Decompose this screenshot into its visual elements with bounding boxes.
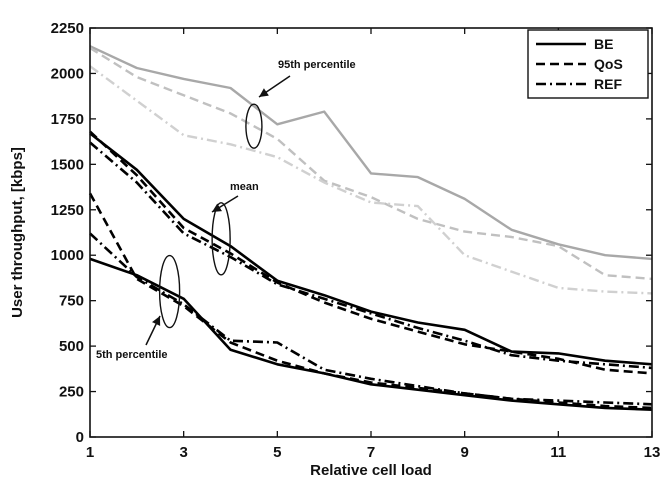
x-tick-label: 11 (550, 444, 566, 461)
annotations-layer: 95th percentile mean 5th percentile (96, 59, 356, 361)
legend-label-qos: QoS (594, 56, 623, 72)
legend-box (527, 29, 649, 99)
axes-layer: 1 3 5 7 9 11 130250500750100012501500175020002… (9, 20, 660, 479)
x-tick-label: 13 (644, 444, 661, 461)
y-tick-label: 1750 (51, 111, 84, 128)
x-axis-title: Relative cell load (310, 462, 432, 479)
series-line-qos-95th-percentile (89, 46, 653, 281)
series-line-be-95th-percentile (89, 45, 653, 261)
annotation-arrow (145, 315, 161, 346)
y-tick-label: 0 (76, 429, 84, 446)
y-tick-label: 1250 (51, 202, 84, 219)
series-line-qos-mean (89, 130, 653, 375)
y-tick-label: 1500 (51, 156, 84, 173)
y-tick-label: 500 (59, 338, 84, 355)
legend-label-be: BE (594, 36, 613, 52)
annotation-arrow (211, 195, 239, 213)
annotation-label: 95th percentile (278, 59, 356, 71)
annotation-arrow (258, 75, 291, 98)
series-line-ref-mean (89, 141, 653, 370)
series-line-ref-5th-percentile (89, 232, 653, 406)
annotation-ellipse (211, 202, 231, 276)
annotation-label: 5th percentile (96, 349, 168, 361)
y-tick-label: 250 (59, 384, 84, 401)
series-line-qos-5th-percentile (88, 192, 653, 410)
series-line-be-mean (89, 132, 653, 366)
x-tick-label: 3 (179, 444, 187, 461)
series-layer (88, 45, 653, 411)
annotation-label: mean (230, 181, 259, 193)
legend-label-ref: REF (594, 76, 622, 92)
series-line-be-5th-percentile (89, 257, 653, 411)
x-tick-label: 7 (367, 444, 375, 461)
x-tick-label: 9 (460, 444, 468, 461)
x-tick-label: 1 (86, 444, 94, 461)
y-tick-label: 2000 (51, 65, 84, 82)
y-tick-label: 750 (59, 293, 84, 310)
annotation-ellipse (158, 254, 181, 329)
y-axis-title: User throughput, [kbps] (9, 147, 26, 318)
legend: BE QoS REF (527, 29, 649, 99)
x-tick-label: 5 (273, 444, 281, 461)
annotation-ellipse (245, 103, 263, 149)
y-tick-label: 2250 (51, 20, 84, 37)
y-tick-label: 1000 (51, 247, 84, 264)
